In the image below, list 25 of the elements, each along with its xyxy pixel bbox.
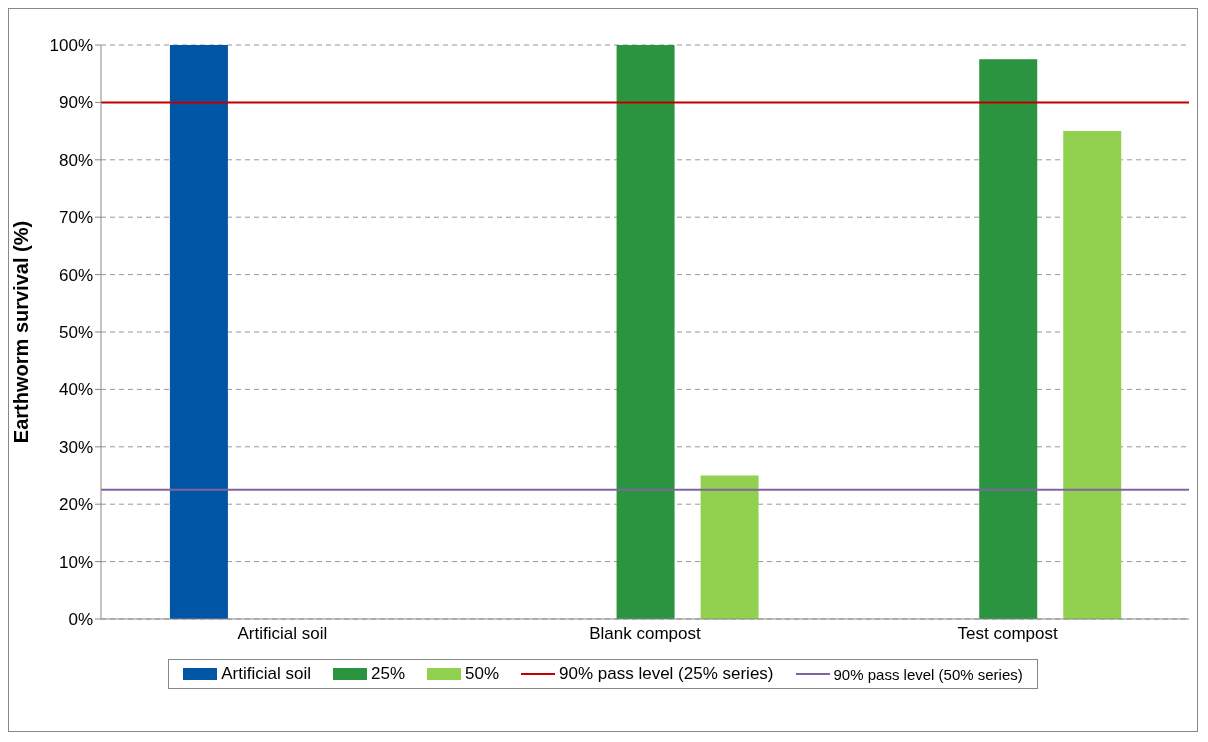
bar [169, 45, 228, 619]
y-tick-label: 80% [58, 150, 93, 170]
legend-label: Artificial soil [221, 664, 311, 684]
y-tick-label: 30% [58, 437, 93, 457]
legend-label: 25% [370, 664, 405, 684]
x-tick-label: Blank compost [589, 624, 702, 644]
y-tick-label: 0% [68, 610, 93, 630]
y-tick-label: 60% [58, 265, 93, 285]
bar [616, 45, 675, 619]
y-tick-label: 70% [58, 208, 93, 228]
bar [700, 475, 759, 619]
y-tick-label: 100% [49, 36, 93, 56]
bar [1063, 131, 1122, 619]
legend-label: 90% pass level (50% series) [833, 665, 1023, 683]
y-tick-label: 40% [58, 380, 93, 400]
legend-label: 50% [465, 664, 500, 684]
x-tick-label: Artificial soil [237, 624, 328, 644]
legend-label: 90% pass level (25% series) [559, 664, 774, 684]
y-tick-label: 20% [58, 495, 93, 515]
y-tick-label: 90% [58, 93, 93, 113]
y-axis-title: Earthworm survival (%) [10, 220, 33, 444]
y-tick-label: 50% [58, 323, 93, 343]
x-tick-label: Test compost [957, 624, 1059, 644]
y-tick-label: 10% [58, 552, 93, 572]
bar [979, 59, 1038, 619]
